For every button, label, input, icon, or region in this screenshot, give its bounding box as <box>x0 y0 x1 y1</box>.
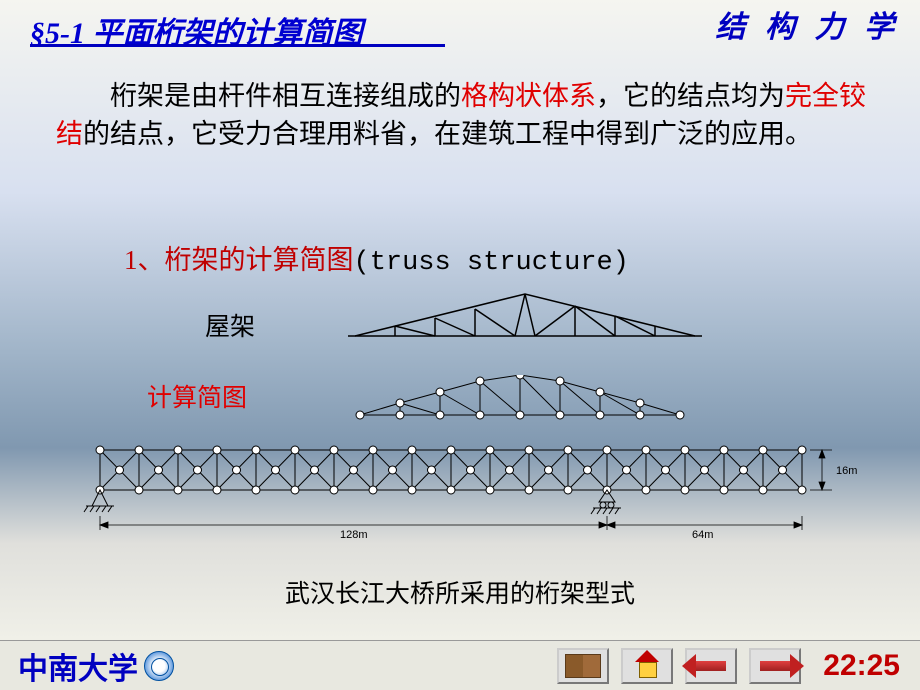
book-icon <box>565 654 601 678</box>
para-text-1: 桁架是由杆件相互连接组成的 <box>110 81 461 111</box>
dim-span-2: 64m <box>692 529 713 541</box>
dim-height: 16m <box>836 465 857 477</box>
clock-time: 22:25 <box>823 649 900 683</box>
bridge-truss-diagram: 128m 64m 16m <box>80 430 860 570</box>
calc-truss-diagram <box>340 375 710 425</box>
title-underline <box>30 44 445 47</box>
footer-bar: 中南大学 22:25 <box>0 640 920 690</box>
bridge-caption: 武汉长江大桥所采用的桁架型式 <box>0 574 920 610</box>
next-button[interactable] <box>749 648 801 684</box>
roof-truss-diagram <box>340 286 710 346</box>
prev-button[interactable] <box>685 648 737 684</box>
para-text-2: ，它的结点均为 <box>596 81 785 111</box>
subheading-number: 1、桁架的计算简图 <box>124 245 354 275</box>
university-name: 中南大学 <box>18 644 138 688</box>
course-title: 结 构 力 学 <box>716 2 901 46</box>
subheading-paren: (truss structure) <box>354 248 629 278</box>
label-roof: 屋架 <box>205 307 255 343</box>
label-calc-diagram: 计算简图 <box>147 378 247 414</box>
home-button[interactable] <box>621 648 673 684</box>
arrow-right-icon <box>760 661 790 671</box>
intro-paragraph: 桁架是由杆件相互连接组成的格构状体系，它的结点均为完全铰结的结点，它受力合理用料… <box>56 78 876 154</box>
dim-span-1: 128m <box>340 529 368 541</box>
nav-button-group: 22:25 <box>557 648 900 684</box>
subheading: 1、桁架的计算简图(truss structure) <box>124 238 629 278</box>
home-icon <box>632 654 662 678</box>
para-text-3: 的结点，它受力合理用料省，在建筑工程中得到广泛的应用。 <box>83 119 812 149</box>
book-button[interactable] <box>557 648 609 684</box>
university-logo-icon <box>144 651 174 681</box>
para-highlight-1: 格构状体系 <box>461 81 596 111</box>
arrow-left-icon <box>696 661 726 671</box>
